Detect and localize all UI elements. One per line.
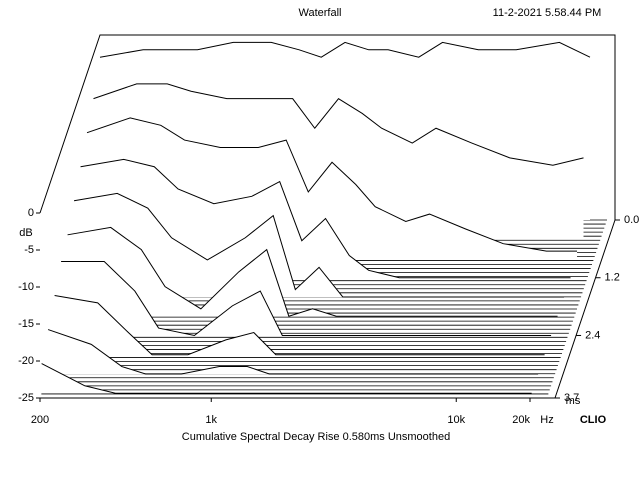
z-tick-label: 2.4 xyxy=(585,329,600,341)
slice-fill xyxy=(74,193,565,297)
slice xyxy=(61,260,552,336)
x-tick-label: 1k xyxy=(205,414,217,426)
y-tick-label: -15 xyxy=(18,318,34,330)
subtitle: Cumulative Spectral Decay Rise 0.580ms U… xyxy=(182,431,450,443)
y-tick-label: -20 xyxy=(18,355,34,367)
slice xyxy=(41,363,532,394)
x-tick-label: 200 xyxy=(31,414,49,426)
slice xyxy=(80,158,571,279)
frame xyxy=(554,219,616,399)
x-tick-label: 10k xyxy=(447,414,465,426)
y-axis-label: dB xyxy=(19,227,32,239)
slice xyxy=(67,226,558,317)
y-tick-label: 0 xyxy=(28,207,34,219)
slice-fill xyxy=(48,329,539,374)
slice xyxy=(47,329,539,375)
x-tick-label: 20k xyxy=(512,414,530,426)
slice xyxy=(73,192,565,298)
slice xyxy=(99,41,591,58)
z-unit: ms xyxy=(566,395,581,407)
slice-fill xyxy=(54,295,545,355)
chart-title: Waterfall xyxy=(299,7,342,19)
frame xyxy=(39,34,616,220)
y-tick-label: -10 xyxy=(18,281,34,293)
z-tick-label: 3.7 xyxy=(564,392,579,404)
z-tick-label: 0.0 xyxy=(624,214,639,226)
y-tick-label: -5 xyxy=(24,244,34,256)
slice-fill xyxy=(41,363,532,394)
timestamp: 11-2-2021 5.58.44 PM xyxy=(493,7,602,19)
x-unit: Hz xyxy=(540,414,553,426)
slice xyxy=(93,83,584,166)
slice xyxy=(54,295,545,356)
brand: CLIO xyxy=(580,414,607,426)
slice xyxy=(86,117,578,252)
y-tick-label: -25 xyxy=(18,392,34,404)
z-tick-label: 1.2 xyxy=(605,272,620,284)
